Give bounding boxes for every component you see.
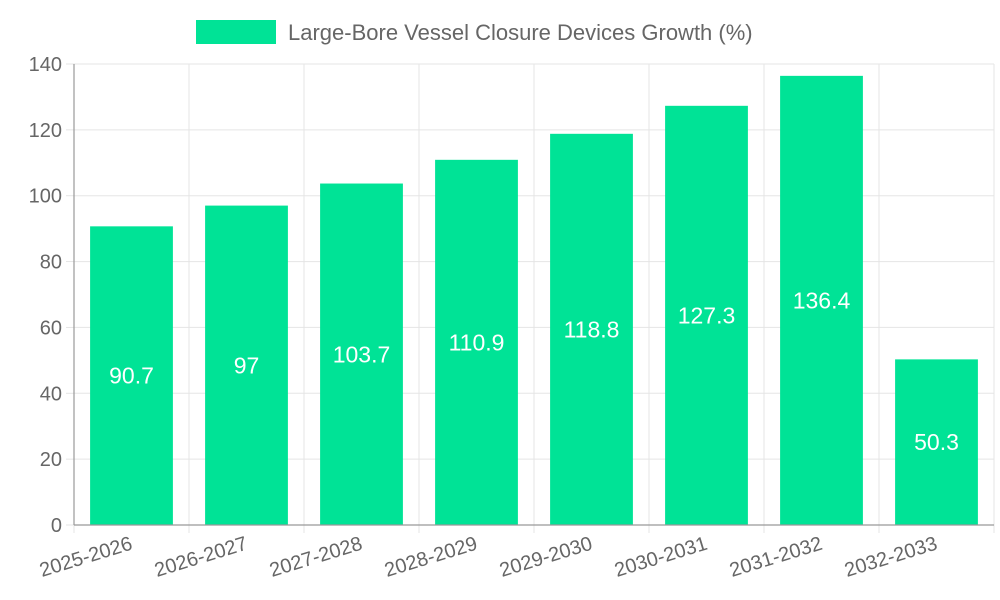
y-tick-label: 20 [40, 449, 62, 471]
x-tick-label: 2028-2029 [382, 533, 480, 582]
bar-value-label: 110.9 [449, 329, 505, 355]
y-tick-label: 100 [29, 186, 62, 208]
x-tick-label: 2029-2030 [497, 533, 595, 582]
x-tick-label: 2030-2031 [612, 533, 710, 582]
legend[interactable]: Large-Bore Vessel Closure Devices Growth… [196, 20, 753, 45]
x-tick-label: 2026-2027 [152, 533, 250, 582]
y-tick-label: 60 [40, 317, 62, 339]
bar-value-label: 118.8 [564, 316, 620, 342]
bar[interactable] [550, 133, 633, 525]
x-tick-label: 2032-2033 [842, 533, 940, 582]
y-tick-label: 40 [40, 383, 62, 405]
bar[interactable] [895, 359, 978, 525]
bar[interactable] [665, 105, 748, 526]
x-tick-label: 2031-2032 [727, 533, 825, 582]
y-tick-label: 0 [51, 515, 62, 537]
bar[interactable] [205, 205, 288, 526]
y-tick-label: 80 [40, 252, 62, 274]
y-tick-label: 120 [29, 120, 62, 142]
bar[interactable] [90, 226, 173, 525]
x-tick-label: 2025-2026 [37, 533, 135, 582]
y-axis-ticks: 0 20 40 60 80 100 120 140 [29, 54, 62, 537]
bar-value-label: 136.4 [793, 287, 851, 313]
bar[interactable] [320, 183, 403, 526]
y-tick-label: 140 [29, 54, 62, 76]
bar-value-label: 50.3 [914, 429, 959, 455]
x-axis-ticks: 2025-2026 2026-2027 2027-2028 2028-2029 2029… [37, 533, 940, 582]
x-tick-label: 2027-2028 [267, 533, 365, 582]
bar-value-label: 97 [234, 352, 260, 378]
bar-value-label: 127.3 [678, 302, 736, 328]
bar-value-label: 103.7 [333, 341, 391, 367]
bar-value-label: 90.7 [109, 363, 154, 389]
axes [73, 64, 994, 526]
bar[interactable] [435, 159, 518, 525]
legend-label: Large-Bore Vessel Closure Devices Growth… [288, 20, 753, 45]
bars: 90.7 97 103.7 110.9 118.8 127.3 136.4 50.3 [90, 75, 978, 526]
bar[interactable] [780, 75, 863, 526]
legend-swatch [196, 20, 276, 44]
